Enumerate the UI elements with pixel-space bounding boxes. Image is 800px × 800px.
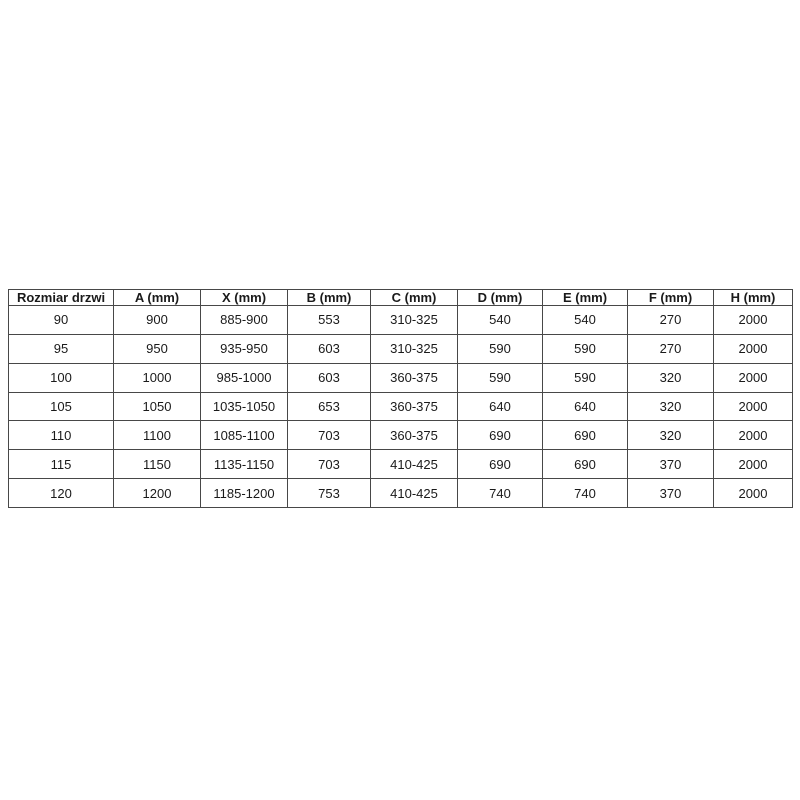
table-cell: 640 [457, 391, 543, 422]
table-cell: 935-950 [200, 333, 288, 364]
table-row: 95 950 935-950 603 310-325 590 590 270 2000 [8, 333, 793, 364]
column-header: A (mm) [113, 289, 201, 306]
table-cell: 110 [8, 420, 114, 451]
table-cell: 690 [542, 420, 628, 451]
table-cell: 370 [627, 478, 714, 508]
table-cell: 690 [457, 449, 543, 480]
table-row: 100 1000 985-1000 603 360-375 590 590 320 2000 [8, 362, 793, 393]
table-cell: 2000 [713, 478, 793, 508]
column-header: D (mm) [457, 289, 543, 306]
door-size-spec-table: Rozmiar drzwi A (mm) X (mm) B (mm) C (mm) D (… [8, 289, 793, 508]
table-cell: 703 [287, 420, 371, 451]
table-cell: 90 [8, 305, 114, 335]
column-header: H (mm) [713, 289, 793, 306]
table-cell: 690 [457, 420, 543, 451]
table-cell: 270 [627, 305, 714, 335]
table-cell: 740 [457, 478, 543, 508]
table-cell: 2000 [713, 333, 793, 364]
table-cell: 2000 [713, 391, 793, 422]
table-cell: 885-900 [200, 305, 288, 335]
table-cell: 2000 [713, 420, 793, 451]
table-cell: 603 [287, 362, 371, 393]
table-cell: 115 [8, 449, 114, 480]
table-cell: 320 [627, 362, 714, 393]
table-cell: 1135-1150 [200, 449, 288, 480]
table-cell: 2000 [713, 362, 793, 393]
table-cell: 740 [542, 478, 628, 508]
table-cell: 640 [542, 391, 628, 422]
table-cell: 540 [457, 305, 543, 335]
table-cell: 1050 [113, 391, 201, 422]
table-cell: 105 [8, 391, 114, 422]
table-cell: 690 [542, 449, 628, 480]
table-cell: 1200 [113, 478, 201, 508]
table-cell: 320 [627, 391, 714, 422]
table-cell: 270 [627, 333, 714, 364]
table-cell: 590 [457, 362, 543, 393]
table-cell: 540 [542, 305, 628, 335]
table-cell: 100 [8, 362, 114, 393]
table-cell: 360-375 [370, 420, 458, 451]
table-cell: 900 [113, 305, 201, 335]
table-cell: 410-425 [370, 478, 458, 508]
table-cell: 1085-1100 [200, 420, 288, 451]
table-cell: 1150 [113, 449, 201, 480]
column-header: F (mm) [627, 289, 714, 306]
table-row: 105 1050 1035-1050 653 360-375 640 640 320 2000 [8, 391, 793, 422]
table-cell: 95 [8, 333, 114, 364]
table-cell: 590 [457, 333, 543, 364]
column-header: X (mm) [200, 289, 288, 306]
table-cell: 985-1000 [200, 362, 288, 393]
table-header-row: Rozmiar drzwi A (mm) X (mm) B (mm) C (mm) D (… [8, 289, 793, 306]
table-cell: 310-325 [370, 305, 458, 335]
table-cell: 1100 [113, 420, 201, 451]
table-cell: 553 [287, 305, 371, 335]
table-cell: 1000 [113, 362, 201, 393]
table-cell: 320 [627, 420, 714, 451]
table-cell: 653 [287, 391, 371, 422]
table-cell: 1185-1200 [200, 478, 288, 508]
column-header: Rozmiar drzwi [8, 289, 114, 306]
table-cell: 2000 [713, 305, 793, 335]
table-cell: 370 [627, 449, 714, 480]
table-cell: 2000 [713, 449, 793, 480]
table-row: 120 1200 1185-1200 753 410-425 740 740 370 2000 [8, 478, 793, 508]
table-cell: 360-375 [370, 391, 458, 422]
table-cell: 360-375 [370, 362, 458, 393]
column-header: E (mm) [542, 289, 628, 306]
column-header: B (mm) [287, 289, 371, 306]
table-row: 110 1100 1085-1100 703 360-375 690 690 320 2000 [8, 420, 793, 451]
table-cell: 310-325 [370, 333, 458, 364]
column-header: C (mm) [370, 289, 458, 306]
table-cell: 590 [542, 362, 628, 393]
table-row: 90 900 885-900 553 310-325 540 540 270 2000 [8, 305, 793, 335]
table-cell: 590 [542, 333, 628, 364]
table-cell: 950 [113, 333, 201, 364]
table-cell: 120 [8, 478, 114, 508]
table-cell: 1035-1050 [200, 391, 288, 422]
table-cell: 753 [287, 478, 371, 508]
table-cell: 703 [287, 449, 371, 480]
table-cell: 410-425 [370, 449, 458, 480]
table-row: 115 1150 1135-1150 703 410-425 690 690 370 2000 [8, 449, 793, 480]
table-cell: 603 [287, 333, 371, 364]
